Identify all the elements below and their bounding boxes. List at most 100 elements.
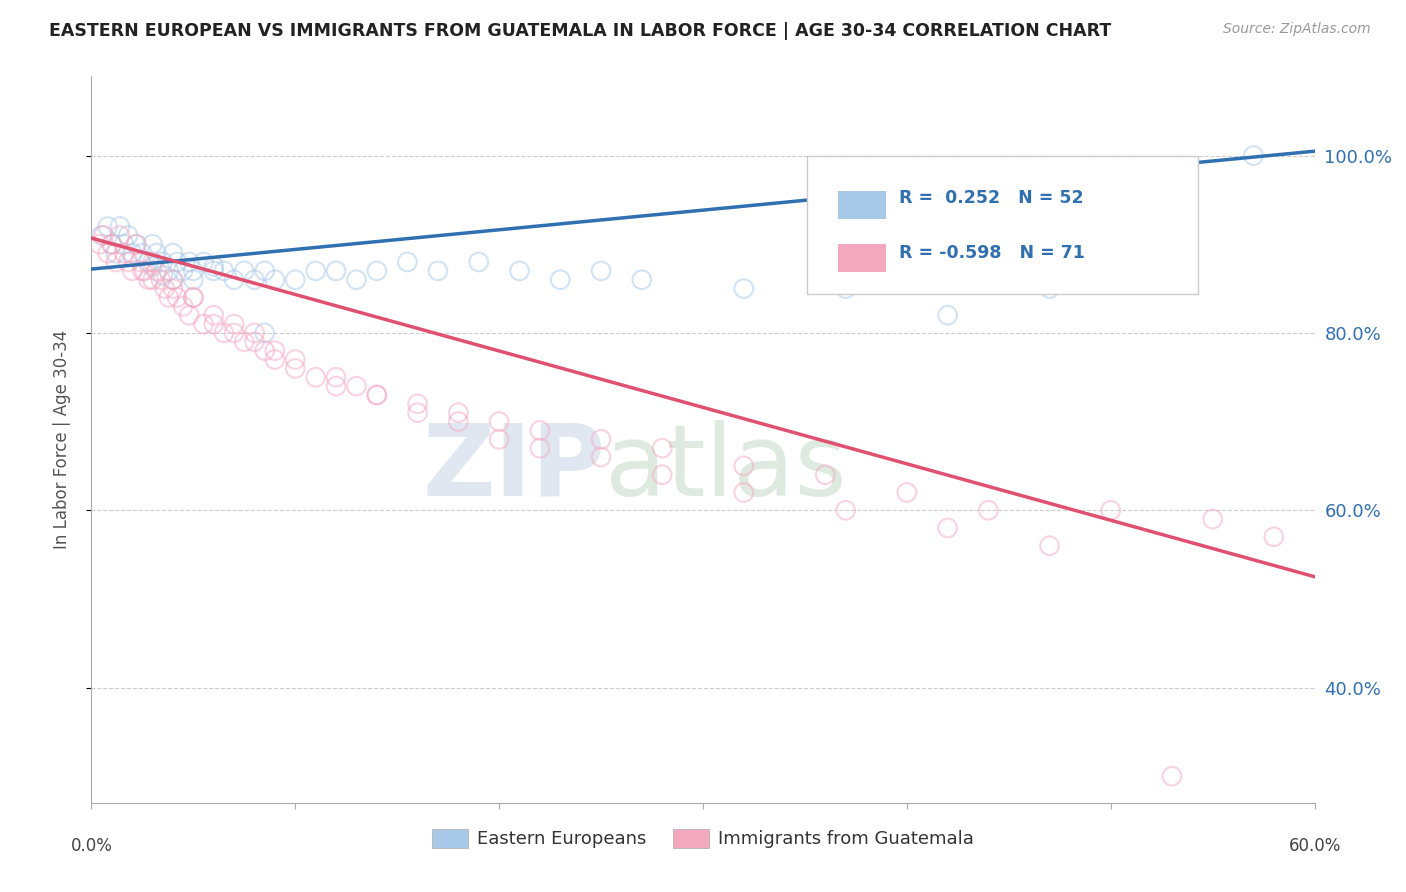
- Point: [1099, 503, 1122, 517]
- Point: [101, 237, 124, 252]
- Point: [90, 228, 112, 243]
- Point: [202, 308, 225, 322]
- Point: [222, 317, 246, 331]
- Point: [284, 273, 307, 287]
- Point: [145, 246, 167, 260]
- Point: [193, 317, 215, 331]
- Point: [977, 503, 1000, 517]
- Point: [172, 264, 194, 278]
- Point: [733, 485, 755, 500]
- Point: [162, 273, 184, 287]
- Point: [1038, 282, 1062, 296]
- Point: [1243, 148, 1265, 162]
- Point: [509, 264, 531, 278]
- Point: [121, 246, 143, 260]
- Point: [1140, 175, 1163, 189]
- Point: [1161, 769, 1184, 783]
- Point: [896, 485, 918, 500]
- Point: [243, 326, 266, 340]
- Point: [222, 273, 246, 287]
- Point: [488, 432, 510, 446]
- Point: [284, 361, 307, 376]
- Point: [264, 343, 287, 358]
- Text: ZIP: ZIP: [422, 420, 605, 516]
- Point: [157, 290, 180, 304]
- Point: [89, 237, 111, 252]
- Point: [193, 255, 215, 269]
- Point: [631, 273, 654, 287]
- Point: [406, 397, 429, 411]
- Point: [366, 264, 388, 278]
- Point: [157, 264, 180, 278]
- Point: [202, 260, 225, 274]
- Point: [172, 299, 194, 313]
- Point: [134, 264, 156, 278]
- Point: [529, 424, 551, 438]
- Point: [325, 379, 347, 393]
- Text: R = -0.598   N = 71: R = -0.598 N = 71: [898, 244, 1084, 262]
- Point: [651, 467, 673, 482]
- Bar: [838, 244, 887, 272]
- Point: [108, 219, 131, 234]
- Point: [202, 317, 225, 331]
- Point: [243, 334, 266, 349]
- Point: [183, 290, 205, 304]
- Y-axis label: In Labor Force | Age 30-34: In Labor Force | Age 30-34: [52, 330, 70, 549]
- Point: [104, 255, 127, 269]
- Point: [183, 264, 205, 278]
- Point: [131, 264, 153, 278]
- Text: 0.0%: 0.0%: [70, 837, 112, 855]
- Point: [112, 246, 135, 260]
- Point: [166, 255, 188, 269]
- Point: [138, 255, 160, 269]
- Point: [488, 415, 510, 429]
- Point: [233, 264, 256, 278]
- Point: [97, 246, 120, 260]
- Point: [104, 246, 127, 260]
- Point: [166, 290, 188, 304]
- Point: [814, 467, 837, 482]
- Point: [125, 237, 148, 252]
- Point: [233, 334, 256, 349]
- Point: [152, 268, 174, 283]
- Point: [222, 326, 246, 340]
- Point: [108, 228, 131, 243]
- Point: [529, 441, 551, 455]
- Point: [346, 379, 368, 393]
- Point: [129, 255, 152, 269]
- Point: [325, 370, 347, 384]
- Point: [936, 308, 959, 322]
- Point: [117, 228, 139, 243]
- Point: [936, 521, 959, 535]
- Point: [121, 264, 143, 278]
- Point: [304, 370, 326, 384]
- Text: atlas: atlas: [605, 420, 846, 516]
- Point: [253, 264, 276, 278]
- Point: [212, 264, 235, 278]
- Point: [366, 388, 388, 402]
- Point: [264, 352, 287, 367]
- Point: [183, 290, 205, 304]
- Point: [162, 282, 184, 296]
- Point: [591, 432, 613, 446]
- Text: 60.0%: 60.0%: [1288, 837, 1341, 855]
- Point: [427, 264, 450, 278]
- Bar: [838, 191, 887, 219]
- Point: [162, 273, 184, 287]
- Point: [467, 255, 491, 269]
- Point: [179, 255, 201, 269]
- Text: R =  0.252   N = 52: R = 0.252 N = 52: [898, 189, 1084, 207]
- Point: [1263, 530, 1285, 544]
- Point: [141, 237, 163, 252]
- Point: [1202, 512, 1225, 526]
- Point: [112, 237, 135, 252]
- Point: [1038, 539, 1062, 553]
- Point: [325, 264, 347, 278]
- Point: [101, 237, 124, 252]
- Point: [183, 273, 205, 287]
- Point: [149, 273, 172, 287]
- Point: [447, 406, 470, 420]
- Legend: Eastern Europeans, Immigrants from Guatemala: Eastern Europeans, Immigrants from Guate…: [425, 822, 981, 855]
- Point: [550, 273, 572, 287]
- Point: [152, 255, 174, 269]
